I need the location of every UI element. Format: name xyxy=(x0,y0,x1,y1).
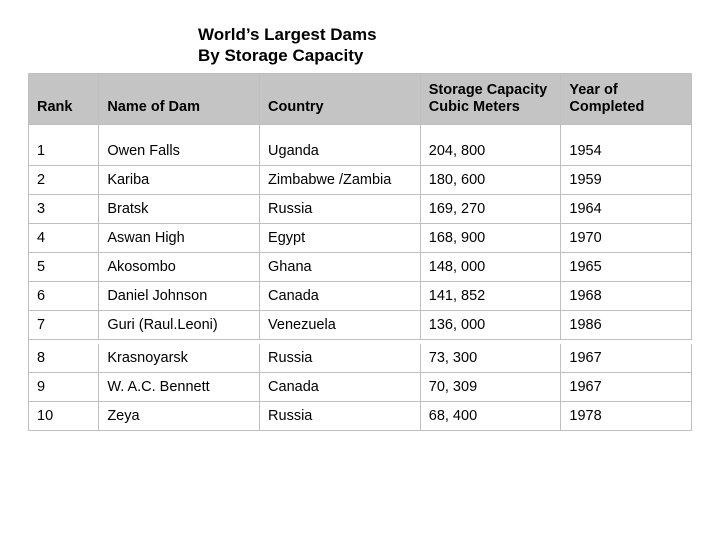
cell-country: Canada xyxy=(260,373,421,402)
table-row: 10ZeyaRussia68, 4001978 xyxy=(29,402,692,431)
cell-name: Daniel Johnson xyxy=(99,282,260,311)
page-title: World’s Largest Dams By Storage Capacity xyxy=(198,24,692,67)
cell-year: 1978 xyxy=(561,402,692,431)
page: World’s Largest Dams By Storage Capacity… xyxy=(0,0,720,540)
cell-country: Uganda xyxy=(260,125,421,166)
cell-year: 1967 xyxy=(561,373,692,402)
cell-storage: 204, 800 xyxy=(420,125,561,166)
cell-year: 1968 xyxy=(561,282,692,311)
cell-storage: 141, 852 xyxy=(420,282,561,311)
cell-year: 1986 xyxy=(561,311,692,340)
cell-rank: 8 xyxy=(29,344,99,373)
cell-country: Venezuela xyxy=(260,311,421,340)
dams-table: Rank Name of Dam Country Storage Capacit… xyxy=(28,73,692,432)
cell-year: 1967 xyxy=(561,344,692,373)
cell-year: 1970 xyxy=(561,224,692,253)
col-header-storage: Storage Capacity Cubic Meters xyxy=(420,73,561,125)
cell-rank: 5 xyxy=(29,253,99,282)
cell-name: W. A.C. Bennett xyxy=(99,373,260,402)
cell-rank: 4 xyxy=(29,224,99,253)
cell-storage: 180, 600 xyxy=(420,166,561,195)
cell-storage: 148, 000 xyxy=(420,253,561,282)
cell-storage: 136, 000 xyxy=(420,311,561,340)
cell-name: Guri (Raul.Leoni) xyxy=(99,311,260,340)
cell-storage: 169, 270 xyxy=(420,195,561,224)
cell-country: Ghana xyxy=(260,253,421,282)
col-header-country: Country xyxy=(260,73,421,125)
cell-name: Krasnoyarsk xyxy=(99,344,260,373)
cell-rank: 6 xyxy=(29,282,99,311)
cell-rank: 3 xyxy=(29,195,99,224)
title-line-1: World’s Largest Dams xyxy=(198,25,377,44)
table-row: 1Owen FallsUganda204, 8001954 xyxy=(29,125,692,166)
cell-country: Zimbabwe /Zambia xyxy=(260,166,421,195)
title-line-2: By Storage Capacity xyxy=(198,46,363,65)
table-row: 5AkosomboGhana148, 0001965 xyxy=(29,253,692,282)
cell-country: Russia xyxy=(260,344,421,373)
cell-rank: 10 xyxy=(29,402,99,431)
col-header-year: Year of Completed xyxy=(561,73,692,125)
cell-year: 1964 xyxy=(561,195,692,224)
cell-name: Owen Falls xyxy=(99,125,260,166)
cell-rank: 7 xyxy=(29,311,99,340)
cell-country: Russia xyxy=(260,402,421,431)
table-row: 7Guri (Raul.Leoni)Venezuela136, 0001986 xyxy=(29,311,692,340)
cell-storage: 168, 900 xyxy=(420,224,561,253)
table-body: 1Owen FallsUganda204, 80019542KaribaZimb… xyxy=(29,125,692,431)
cell-year: 1959 xyxy=(561,166,692,195)
cell-rank: 9 xyxy=(29,373,99,402)
col-header-rank: Rank xyxy=(29,73,99,125)
cell-rank: 1 xyxy=(29,125,99,166)
cell-name: Zeya xyxy=(99,402,260,431)
cell-storage: 70, 309 xyxy=(420,373,561,402)
cell-name: Kariba xyxy=(99,166,260,195)
cell-year: 1954 xyxy=(561,125,692,166)
table-row: 6Daniel JohnsonCanada141, 8521968 xyxy=(29,282,692,311)
col-header-name: Name of Dam xyxy=(99,73,260,125)
cell-rank: 2 xyxy=(29,166,99,195)
table-row: 3BratskRussia169, 2701964 xyxy=(29,195,692,224)
cell-country: Russia xyxy=(260,195,421,224)
cell-name: Aswan High xyxy=(99,224,260,253)
table-row: 2KaribaZimbabwe /Zambia180, 6001959 xyxy=(29,166,692,195)
cell-name: Bratsk xyxy=(99,195,260,224)
table-row: 8KrasnoyarskRussia73, 3001967 xyxy=(29,344,692,373)
cell-year: 1965 xyxy=(561,253,692,282)
table-row: 4Aswan HighEgypt168, 9001970 xyxy=(29,224,692,253)
cell-storage: 68, 400 xyxy=(420,402,561,431)
cell-country: Egypt xyxy=(260,224,421,253)
table-header-row: Rank Name of Dam Country Storage Capacit… xyxy=(29,73,692,125)
table-row: 9W. A.C. BennettCanada70, 3091967 xyxy=(29,373,692,402)
cell-country: Canada xyxy=(260,282,421,311)
cell-storage: 73, 300 xyxy=(420,344,561,373)
cell-name: Akosombo xyxy=(99,253,260,282)
